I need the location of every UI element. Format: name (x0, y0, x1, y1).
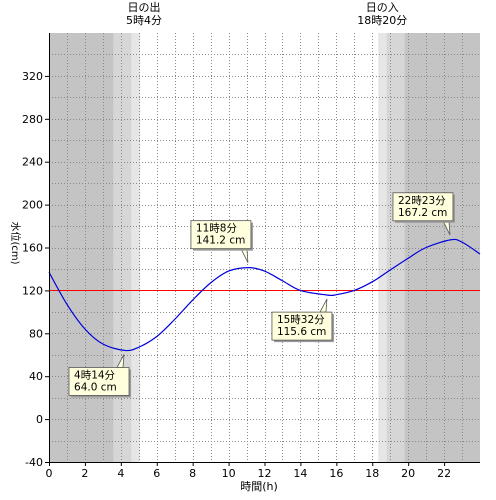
annotation-time: 22時23分 (398, 195, 446, 207)
x-tick-label: 8 (189, 467, 196, 480)
tide-series-line (48, 238, 481, 352)
x-tick-label: 14 (293, 467, 307, 480)
sun-label-time: 18時20分 (357, 14, 407, 27)
y-tick-label: 280 (22, 113, 43, 126)
x-tick-label: 6 (153, 467, 160, 480)
y-tick-label: 40 (29, 370, 43, 383)
y-tick-label: -40 (25, 456, 43, 469)
y-tick-label: 120 (22, 284, 43, 297)
sun-label-title: 日の出 (127, 0, 160, 14)
y-tick-label: 80 (29, 327, 43, 340)
night-shading-layer (49, 33, 480, 462)
annotation-time: 15時32分 (277, 314, 325, 326)
sun-label-title: 日の入 (366, 1, 399, 14)
annotation-value: 141.2 cm (196, 235, 245, 247)
shading-band (386, 33, 405, 462)
annotation-box (392, 192, 454, 222)
shading-band (131, 33, 140, 462)
y-axis-label: 水位(cm) (9, 221, 22, 264)
x-tick-label: 18 (365, 467, 379, 480)
y-tick-label: 0 (36, 413, 43, 426)
shading-band (139, 33, 379, 462)
x-tick-label: 16 (329, 467, 343, 480)
annotation-value: 167.2 cm (398, 207, 447, 219)
annotation-box (271, 311, 333, 341)
annotation-box (190, 220, 252, 250)
x-tick-label: 4 (117, 467, 124, 480)
annotation-box (68, 367, 130, 396)
y-tick-label: 240 (22, 156, 43, 169)
annotation-time: 11時8分 (196, 223, 238, 235)
shading-band (404, 33, 480, 462)
annotation-value: 115.6 cm (277, 326, 326, 338)
shading-band (113, 33, 132, 462)
series-layer (48, 238, 481, 352)
y-tick-label: 320 (22, 70, 43, 83)
x-tick-label: 22 (437, 467, 451, 480)
annotation-time: 4時14分 (74, 369, 116, 381)
annotation-value: 64.0 cm (74, 381, 117, 393)
y-tick-label: 160 (22, 242, 43, 255)
y-tick-label: 200 (22, 199, 43, 212)
x-tick-label: 2 (81, 467, 88, 480)
sun-label-time: 5時4分 (126, 14, 162, 27)
x-tick-label: 0 (46, 467, 53, 480)
shading-band (378, 33, 387, 462)
x-tick-label: 10 (222, 467, 236, 480)
x-tick-label: 12 (258, 467, 272, 480)
x-axis-label: 時間(h) (240, 480, 278, 493)
x-tick-label: 20 (401, 467, 415, 480)
